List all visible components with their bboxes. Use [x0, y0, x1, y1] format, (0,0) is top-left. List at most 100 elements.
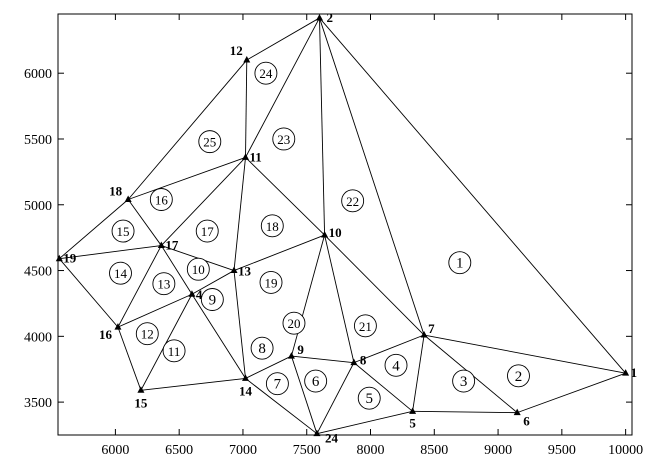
mesh-edge-17-4 [160, 245, 193, 295]
mesh-edge-14-9 [245, 355, 292, 379]
element-label-25: 25 [198, 130, 222, 154]
svg-text:12: 12 [141, 327, 154, 342]
x-tick-label: 7500 [293, 443, 321, 458]
node-13: 13 [230, 264, 252, 279]
svg-text:5: 5 [409, 415, 416, 430]
mesh-edge-9-10 [290, 234, 326, 357]
x-tick-label: 8500 [420, 443, 448, 458]
x-tick-label: 6000 [101, 443, 129, 458]
element-label-16: 16 [149, 188, 173, 211]
y-tick-label: 5000 [24, 199, 52, 214]
element-label-2: 2 [507, 364, 530, 388]
y-tick-label: 6000 [24, 67, 52, 82]
mesh-edge-19-16 [58, 258, 119, 328]
axis-ticks: 6000 6500 7000 7500 8000 8500 9000 9500 10000350… [24, 14, 643, 458]
svg-text:17: 17 [201, 224, 215, 239]
svg-text:13: 13 [238, 264, 252, 279]
svg-text:24: 24 [325, 431, 339, 446]
svg-text:24: 24 [259, 66, 273, 81]
svg-text:25: 25 [203, 135, 216, 150]
svg-text:19: 19 [63, 251, 77, 266]
svg-text:2: 2 [515, 369, 523, 385]
node-9: 9 [287, 342, 304, 359]
svg-text:6: 6 [312, 374, 320, 390]
mesh-edges [58, 17, 626, 435]
mesh-edge-14-24 [245, 378, 318, 435]
x-tick-label: 7000 [229, 443, 257, 458]
svg-text:14: 14 [114, 266, 128, 281]
y-tick-label: 4000 [24, 330, 52, 345]
node-18: 18 [109, 184, 132, 203]
svg-text:18: 18 [266, 219, 279, 234]
mesh-edge-5-7 [412, 334, 425, 412]
node-2: 2 [315, 10, 333, 25]
mesh-edge-7-8 [353, 334, 425, 364]
svg-text:7: 7 [428, 321, 435, 336]
mesh-edge-11-18 [128, 156, 246, 200]
mesh-edge-1-2 [319, 17, 626, 374]
x-tick-label: 6500 [165, 443, 193, 458]
element-label-20: 20 [282, 311, 306, 335]
node-16: 16 [99, 323, 122, 342]
element-label-24: 24 [254, 61, 278, 85]
mesh-edge-17-16 [117, 245, 162, 328]
element-label-7: 7 [265, 372, 289, 396]
svg-text:6: 6 [523, 414, 530, 429]
svg-text:11: 11 [168, 344, 181, 359]
svg-text:4: 4 [196, 287, 203, 302]
mesh-edge-7-2 [319, 17, 425, 336]
node-24: 24 [313, 429, 339, 446]
svg-text:15: 15 [117, 224, 130, 239]
plot-frame [57, 13, 633, 436]
mesh-edge-7-10 [324, 234, 425, 336]
mesh-edge-19-17 [59, 245, 162, 260]
svg-text:10: 10 [329, 225, 342, 240]
element-label-22: 22 [341, 189, 365, 213]
element-label-19: 19 [259, 270, 283, 294]
mesh-edge-10-8 [324, 234, 355, 363]
mesh-edge-16-4 [117, 293, 193, 328]
svg-text:11: 11 [250, 149, 262, 164]
mesh-edge-9-24 [290, 355, 318, 434]
node-1: 1 [622, 365, 637, 380]
mesh-edge-15-14 [140, 377, 246, 391]
svg-text:20: 20 [287, 316, 300, 331]
mesh-edge-16-15 [117, 326, 142, 391]
node-15: 15 [134, 386, 148, 410]
svg-text:12: 12 [230, 43, 243, 58]
node-14: 14 [239, 374, 253, 398]
svg-text:10: 10 [192, 262, 205, 277]
svg-text:17: 17 [165, 238, 179, 253]
element-label-17: 17 [195, 219, 219, 243]
node-19: 19 [55, 251, 77, 266]
mesh-edge-12-18 [127, 59, 248, 200]
element-label-14: 14 [109, 261, 132, 285]
svg-text:15: 15 [134, 395, 148, 410]
element-label-9: 9 [200, 288, 224, 311]
mesh-edge-11-17 [160, 157, 246, 246]
y-tick-label: 5500 [24, 133, 52, 148]
node-6: 6 [513, 408, 530, 429]
y-tick-label: 4500 [24, 265, 52, 280]
element-label-18: 18 [260, 214, 284, 238]
mesh-edge-8-24 [316, 362, 355, 434]
node-5: 5 [409, 407, 416, 430]
x-tick-label: 9500 [548, 443, 576, 458]
element-label-13: 13 [152, 272, 176, 296]
element-label-4: 4 [384, 353, 408, 377]
node-4: 4 [188, 287, 203, 302]
svg-text:3: 3 [460, 374, 468, 390]
node-12: 12 [230, 43, 251, 63]
node-17: 17 [157, 238, 179, 253]
svg-text:21: 21 [359, 319, 372, 334]
mesh-edge-5-24 [316, 410, 413, 435]
svg-text:8: 8 [360, 353, 367, 368]
y-tick-label: 3500 [24, 396, 52, 411]
svg-text:16: 16 [155, 193, 169, 208]
svg-text:1: 1 [456, 256, 464, 272]
element-label-15: 15 [111, 219, 135, 243]
mesh-edge-13-14 [233, 270, 246, 379]
mesh-edge-6-5 [412, 410, 518, 414]
